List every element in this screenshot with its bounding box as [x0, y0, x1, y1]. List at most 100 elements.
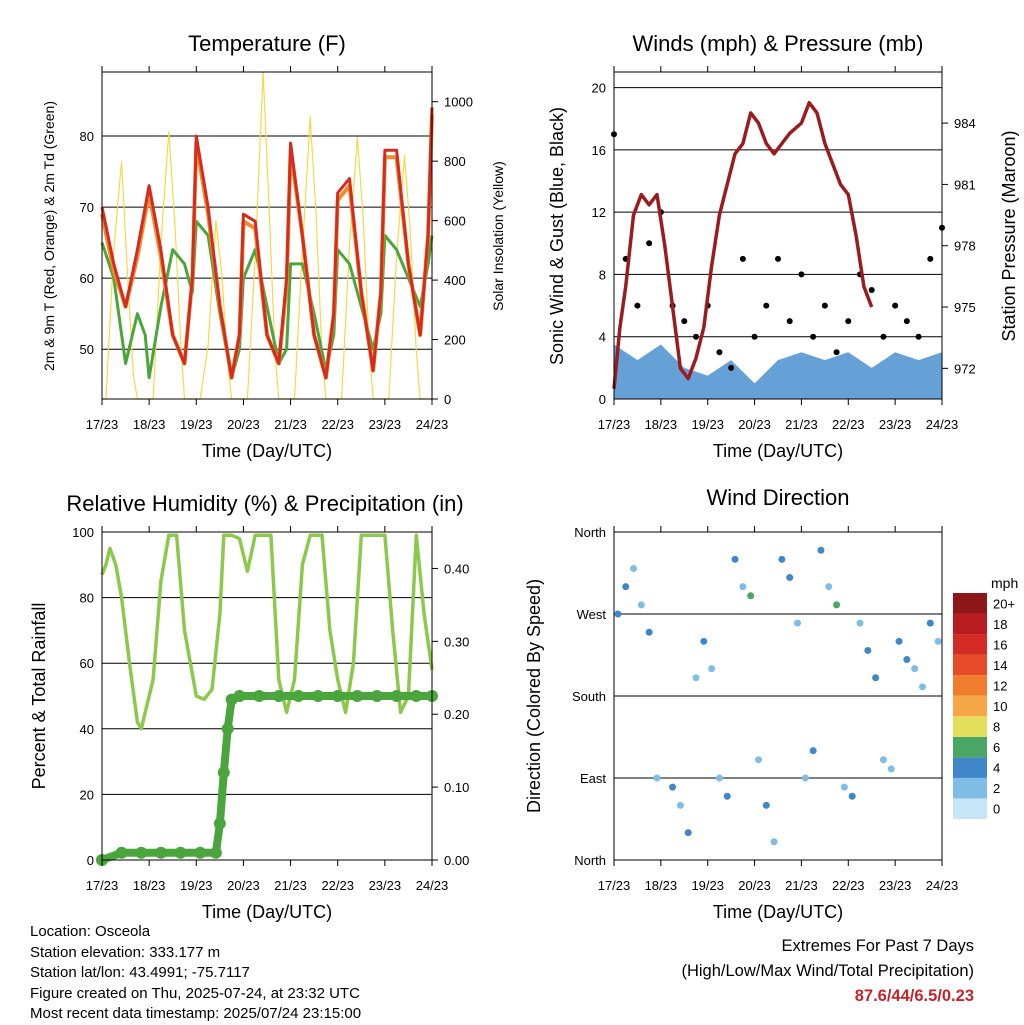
direction-point [809, 747, 817, 755]
direction-point [676, 801, 684, 809]
direction-point [887, 765, 895, 773]
x-tick-label-wind-1: 18/23 [645, 417, 678, 432]
direction-point [614, 610, 622, 618]
x-tick-label-temp-2: 19/23 [180, 417, 213, 432]
gust-point [786, 318, 793, 325]
gust-point [927, 255, 934, 262]
x-tick-label-dir-0: 17/23 [598, 878, 631, 893]
colorbar-label-3: 6 [993, 740, 1000, 755]
x-tick-label-temp-3: 20/23 [227, 417, 260, 432]
gust-point [915, 333, 922, 340]
winds-title: Winds (mph) & Pressure (mb) [633, 31, 924, 56]
y2-tick-label-temp-2: 400 [444, 273, 466, 288]
colorbar-swatch-8 [953, 634, 987, 655]
y-tick-label-rh-3: 60 [80, 656, 94, 671]
y2-tick-label-rh-1: 0.10 [444, 780, 469, 795]
x-tick-label-dir-5: 22/23 [832, 878, 865, 893]
y2-tick-label-temp-1: 200 [444, 333, 466, 348]
direction-point [911, 665, 919, 673]
wdir-ylabel-left: Direction (Colored By Speed) [524, 579, 544, 813]
y-tick-label-wind-4: 16 [592, 143, 606, 158]
location-text: Location: Osceola [30, 923, 151, 940]
direction-point [778, 555, 786, 563]
rh-ylabel-left: Percent & Total Rainfall [29, 603, 49, 790]
gust-point [634, 302, 641, 309]
y2-tick-label-rh-4: 0.40 [444, 561, 469, 576]
gust-point [880, 333, 887, 340]
direction-point [786, 574, 794, 582]
direction-point [825, 583, 833, 591]
y-tick-label-dir-1: East [580, 771, 606, 786]
y2-tick-label-temp-0: 0 [444, 392, 451, 407]
relative-humidity-line [100, 533, 434, 731]
y2-tick-label-wind-1: 975 [954, 300, 976, 315]
direction-point [848, 792, 856, 800]
direction-point [770, 838, 778, 846]
plot-frame-wind [613, 71, 943, 400]
direction-point [715, 774, 723, 782]
x-tick-label-dir-3: 20/23 [738, 878, 771, 893]
colorbar-label-0: 0 [993, 802, 1000, 817]
gust-point [903, 318, 910, 325]
x-tick-label-wind-0: 17/23 [598, 417, 631, 432]
direction-point [739, 583, 747, 591]
colorbar-label-6: 12 [993, 678, 1007, 693]
gust-point [646, 240, 653, 247]
x-tick-label-temp-6: 23/23 [369, 417, 402, 432]
extremes-subtitle: (High/Low/Max Wind/Total Precipitation) [681, 962, 974, 980]
x-tick-label-rh-2: 19/23 [180, 878, 213, 893]
y2-tick-label-rh-3: 0.30 [444, 634, 469, 649]
gust-point [810, 333, 817, 340]
colorbar-swatch-5 [953, 695, 987, 717]
gust-point [728, 364, 735, 371]
extremes-values: 87.6/44/6.5/0.23 [854, 987, 974, 1005]
latlon-text: Station lat/lon: 43.4991; -75.7117 [30, 964, 250, 981]
colorbar-label-10: 20+ [993, 596, 1015, 611]
gust-point [775, 255, 781, 262]
gust-point [681, 318, 688, 325]
x-tick-label-rh-3: 20/23 [227, 878, 260, 893]
station-info: Location: Osceola Station elevation: 333… [30, 922, 361, 1025]
colorbar-swatch-9 [953, 613, 987, 635]
colorbar-label-1: 2 [993, 781, 1000, 796]
gust-point [716, 349, 723, 356]
x-tick-label-rh-5: 22/23 [321, 878, 354, 893]
direction-point [622, 583, 630, 591]
y-tick-label-dir-2: South [572, 689, 606, 704]
direction-point [794, 619, 802, 627]
rh-xlabel: Time (Day/UTC) [202, 902, 332, 922]
y2-tick-label-wind-2: 978 [954, 239, 976, 254]
colorbar-swatch-1 [953, 777, 987, 799]
y-tick-label-wind-0: 0 [599, 392, 606, 407]
gust-point [821, 302, 828, 309]
x-tick-label-temp-1: 18/23 [133, 417, 166, 432]
temperature-xlabel: Time (Day/UTC) [202, 441, 332, 461]
recent-text: Most recent data timestamp: 2025/07/24 2… [30, 1005, 362, 1022]
y2-tick-label-temp-5: 1000 [444, 95, 473, 110]
y2-tick-label-temp-3: 600 [444, 214, 466, 229]
rh-title: Relative Humidity (%) & Precipitation (i… [66, 491, 463, 516]
wdir-title: Wind Direction [706, 485, 849, 510]
y-tick-label-rh-2: 40 [80, 722, 94, 737]
winds-ylabel-right: Station Pressure (Maroon) [999, 130, 1019, 341]
x-tick-label-wind-6: 23/23 [879, 417, 912, 432]
direction-point [754, 756, 762, 764]
x-tick-label-rh-7: 24/23 [416, 878, 449, 893]
total-precip-line [100, 692, 432, 864]
x-tick-label-wind-3: 20/23 [738, 417, 771, 432]
colorbar-label-7: 14 [993, 658, 1007, 673]
temperature-ylabel-left: 2m & 9m T (Red, Orange) & 2m Td (Green) [41, 101, 57, 371]
direction-point [817, 546, 825, 554]
direction-point [934, 637, 942, 645]
x-tick-label-rh-0: 17/23 [86, 878, 119, 893]
x-tick-label-temp-7: 24/23 [416, 417, 449, 432]
direction-point [762, 801, 770, 809]
y2-tick-label-rh-0: 0.00 [444, 853, 469, 868]
direction-point [864, 646, 872, 654]
elevation-text: Station elevation: 333.177 m [30, 943, 221, 961]
x-tick-label-wind-5: 22/23 [832, 417, 865, 432]
direction-point [669, 783, 677, 791]
x-tick-label-wind-4: 21/23 [785, 417, 818, 432]
direction-point [801, 774, 809, 782]
y-tick-label-dir-4: North [574, 525, 606, 540]
